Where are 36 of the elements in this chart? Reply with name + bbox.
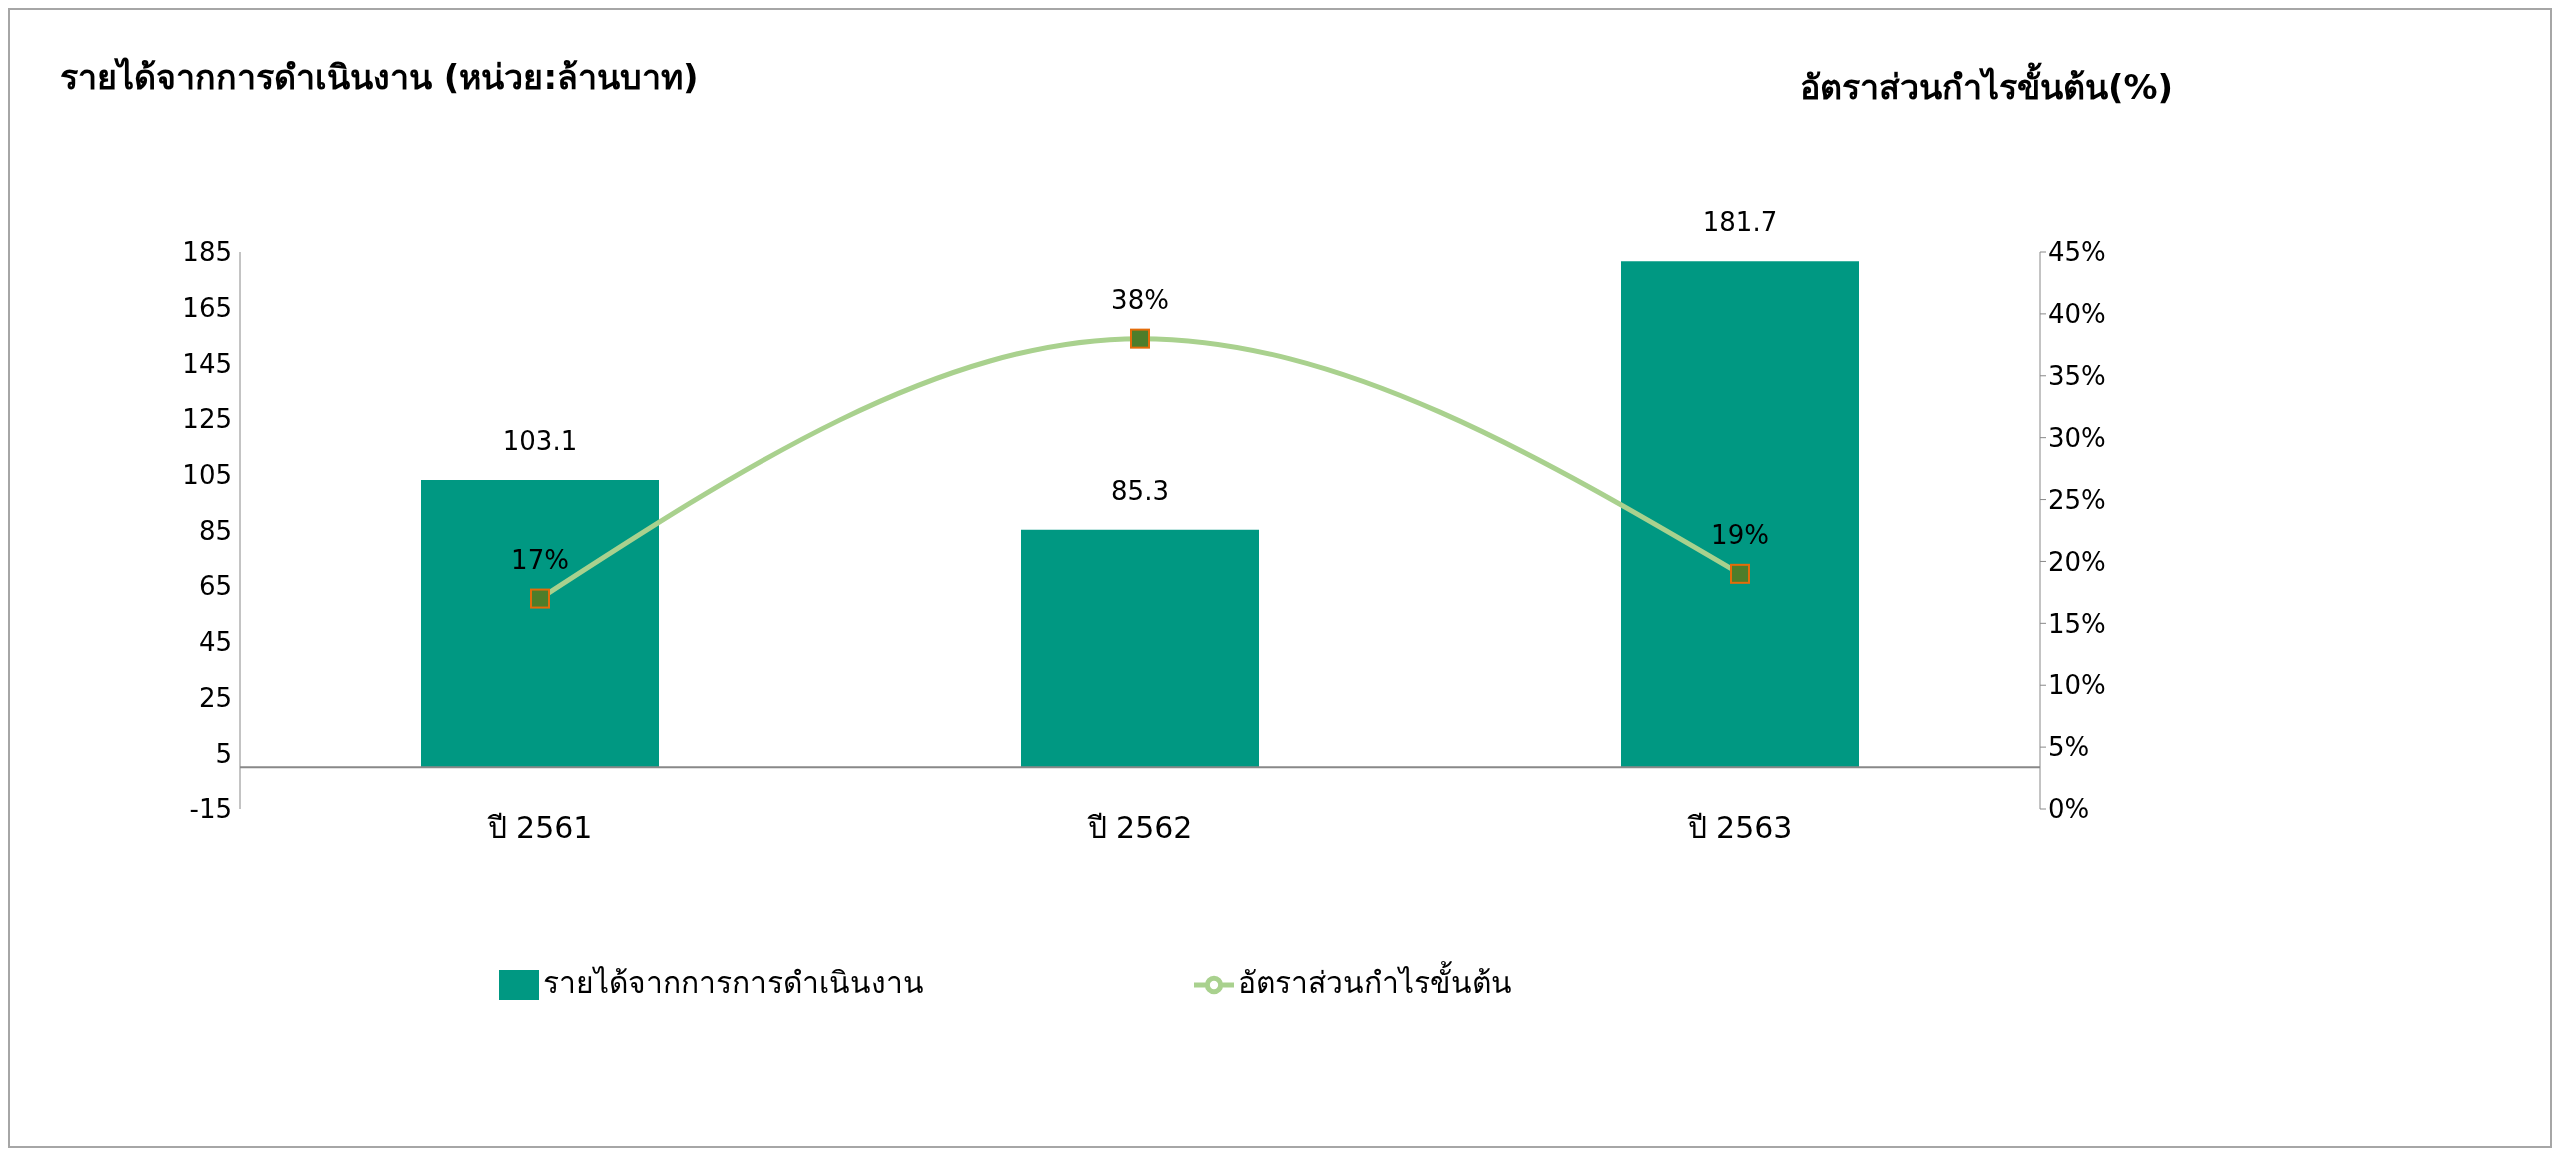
data-label: 17% [511, 544, 569, 575]
y2-tick-label: 15% [2048, 608, 2106, 639]
y-tick-label: 5 [215, 738, 232, 769]
data-label: 85.3 [1111, 475, 1169, 506]
y2-tick-label: 35% [2048, 361, 2106, 392]
bar [1021, 529, 1259, 768]
y-tick-label: 125 [182, 404, 232, 435]
data-label: 38% [1111, 284, 1169, 315]
y2-tick-label: 20% [2048, 546, 2106, 577]
y-tick-label: -15 [189, 794, 232, 825]
y2-axis-title: อัตราส่วนกำไรขั้นต้น(%) [1800, 61, 2174, 109]
bar [421, 480, 659, 768]
y-tick-label: 85 [198, 515, 232, 546]
y2-tick-label: 10% [2048, 670, 2106, 701]
y-tick-label: 145 [182, 348, 232, 379]
legend-label: รายได้จากการการดำเนินงาน [542, 965, 924, 1000]
y-axis-title: รายได้จากการดำเนินงาน (หน่วย:ล้านบาท) [60, 56, 699, 99]
y2-tick-label: 25% [2048, 484, 2106, 515]
bar [1621, 261, 1859, 768]
y2-tick-label: 45% [2048, 237, 2106, 268]
y-tick-label: 45 [198, 627, 232, 658]
y-tick-label: 25 [198, 682, 232, 713]
y2-tick-label: 40% [2048, 299, 2106, 330]
y-tick-label: 185 [182, 237, 232, 268]
y2-tick-label: 30% [2048, 422, 2106, 453]
data-label: 103.1 [502, 426, 578, 457]
data-label: 181.7 [1702, 207, 1778, 238]
y-tick-label: 65 [198, 571, 232, 602]
x-tick-label: ปี 2561 [486, 810, 593, 846]
data-label: 19% [1711, 519, 1769, 550]
x-tick-label: ปี 2563 [1686, 810, 1793, 846]
y2-tick-label: 5% [2048, 732, 2090, 763]
y2-tick-label: 0% [2048, 794, 2090, 825]
y-tick-label: 165 [182, 292, 232, 323]
y-tick-label: 105 [182, 460, 232, 491]
x-tick-label: ปี 2562 [1086, 810, 1193, 846]
